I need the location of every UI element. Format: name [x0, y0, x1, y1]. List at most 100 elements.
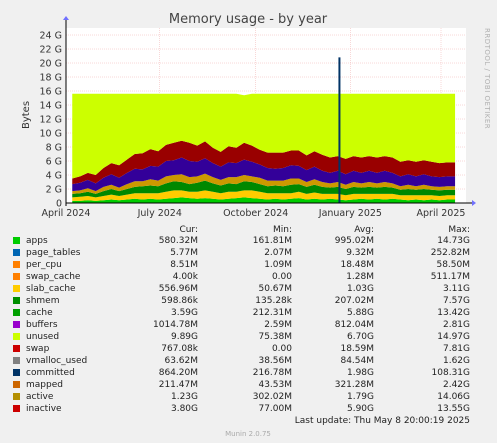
legend-swatch	[13, 297, 20, 304]
x-tick-label: October 2024	[223, 208, 288, 219]
area-slab-cache	[72, 190, 456, 201]
legend-value: 212.31M	[253, 308, 292, 318]
legend-value: 511.17M	[431, 272, 470, 282]
legend-swatch	[13, 393, 20, 400]
y-tick-label: 20 G	[40, 59, 62, 70]
legend-value: 1.62G	[443, 356, 470, 366]
legend-value: 2.42G	[443, 380, 470, 390]
y-tick-label: 2 G	[46, 185, 62, 196]
legend-value: 7.81G	[443, 344, 470, 354]
x-tick-label: January 2025	[318, 208, 382, 219]
legend-name: cache	[26, 308, 53, 318]
legend-swatch	[13, 405, 20, 412]
legend-value: 812.04M	[335, 320, 374, 330]
legend-name: swap_cache	[26, 272, 81, 282]
legend-header: Max:	[448, 225, 470, 235]
legend-value: 9.32M	[346, 248, 374, 258]
y-tick-label: 24 G	[40, 31, 62, 42]
legend-value: 135.28k	[255, 296, 292, 306]
legend-value: 161.81M	[253, 236, 292, 246]
legend-value: 5.88G	[347, 308, 374, 318]
legend-header: Avg:	[354, 225, 374, 235]
y-tick-label: 4 G	[46, 171, 62, 182]
legend-name: active	[26, 392, 54, 402]
legend-value: 14.06G	[437, 392, 470, 402]
legend-value: 321.28M	[335, 380, 374, 390]
legend-header: Min:	[273, 225, 292, 235]
stacked-areas	[72, 93, 456, 203]
legend-header: Cur:	[179, 225, 198, 235]
chart-title: Memory usage - by year	[169, 12, 328, 27]
legend-swatch	[13, 369, 20, 376]
legend-value: 58.50M	[436, 260, 470, 270]
legend-value: 84.54M	[340, 356, 374, 366]
legend: Cur: Min: Avg: Max: apps 580.32M 161.81M 995.02…	[13, 225, 470, 414]
area-cache	[72, 180, 456, 198]
y-axis-label: Bytes	[21, 101, 32, 129]
area-unused	[72, 93, 456, 179]
legend-value: 63.62M	[164, 356, 198, 366]
legend-name: inactive	[26, 404, 62, 414]
legend-name: buffers	[26, 320, 58, 330]
legend-value: 2.81G	[443, 320, 470, 330]
legend-value: 1.23G	[171, 392, 198, 402]
legend-swatch	[13, 273, 20, 280]
x-tick-label: July 2024	[137, 208, 182, 219]
legend-value: 14.97G	[437, 332, 470, 342]
area-active	[72, 173, 456, 194]
legend-value: 9.89G	[171, 332, 198, 342]
y-axis-arrow	[63, 16, 69, 20]
legend-value: 2.59M	[264, 320, 292, 330]
area-apps	[72, 197, 456, 203]
legend-value: 13.55G	[437, 404, 470, 414]
y-tick-label: 10 G	[40, 129, 62, 140]
legend-name: unused	[26, 332, 59, 342]
area-buffers	[72, 157, 456, 192]
legend-value: 0.00	[272, 272, 292, 282]
legend-swatch	[13, 333, 20, 340]
legend-value: 18.48M	[340, 260, 374, 270]
y-tick-label: 14 G	[40, 101, 62, 112]
y-tick-label: 18 G	[40, 73, 62, 84]
legend-value: 556.96M	[159, 284, 198, 294]
rrdtool-credit: RRDTOOL / TOBI OETIKER	[483, 28, 491, 129]
legend-name: slab_cache	[26, 284, 76, 294]
legend-name: per_cpu	[26, 260, 62, 270]
legend-value: 3.59G	[171, 308, 198, 318]
legend-value: 2.07M	[264, 248, 292, 258]
legend-value: 14.73G	[437, 236, 470, 246]
x-tick-labels: April 2024 July 2024 October 2024 January 2…	[42, 208, 466, 219]
legend-name: committed	[26, 368, 75, 378]
legend-value: 580.32M	[159, 236, 198, 246]
legend-value: 864.20M	[159, 368, 198, 378]
legend-value: 75.38M	[258, 332, 292, 342]
legend-value: 216.78M	[253, 368, 292, 378]
legend-name: apps	[26, 236, 48, 246]
legend-value: 767.08k	[161, 344, 198, 354]
legend-value: 8.51M	[170, 260, 198, 270]
legend-value: 302.02M	[253, 392, 292, 402]
legend-name: vmalloc_used	[26, 356, 87, 366]
y-tick-label: 6 G	[46, 157, 62, 168]
legend-value: 1.79G	[347, 392, 374, 402]
x-tick-label: April 2024	[42, 208, 91, 219]
legend-value: 3.11G	[443, 284, 470, 294]
munin-version: Munin 2.0.75	[225, 430, 271, 438]
last-update: Last update: Thu May 8 20:00:19 2025	[295, 416, 470, 426]
x-axis-arrow	[472, 200, 476, 206]
legend-value: 3.80G	[171, 404, 198, 414]
legend-value: 5.77M	[170, 248, 198, 258]
legend-value: 0.00	[272, 344, 292, 354]
legend-value: 1.09M	[264, 260, 292, 270]
y-tick-label: 0	[56, 199, 62, 210]
legend-value: 38.56M	[258, 356, 292, 366]
legend-value: 13.42G	[437, 308, 470, 318]
legend-swatch	[13, 357, 20, 364]
legend-value: 6.70G	[347, 332, 374, 342]
legend-value: 1.98G	[347, 368, 374, 378]
legend-value: 18.59M	[340, 344, 374, 354]
legend-value: 1.03G	[347, 284, 374, 294]
legend-value: 252.82M	[431, 248, 470, 258]
legend-swatch	[13, 261, 20, 268]
